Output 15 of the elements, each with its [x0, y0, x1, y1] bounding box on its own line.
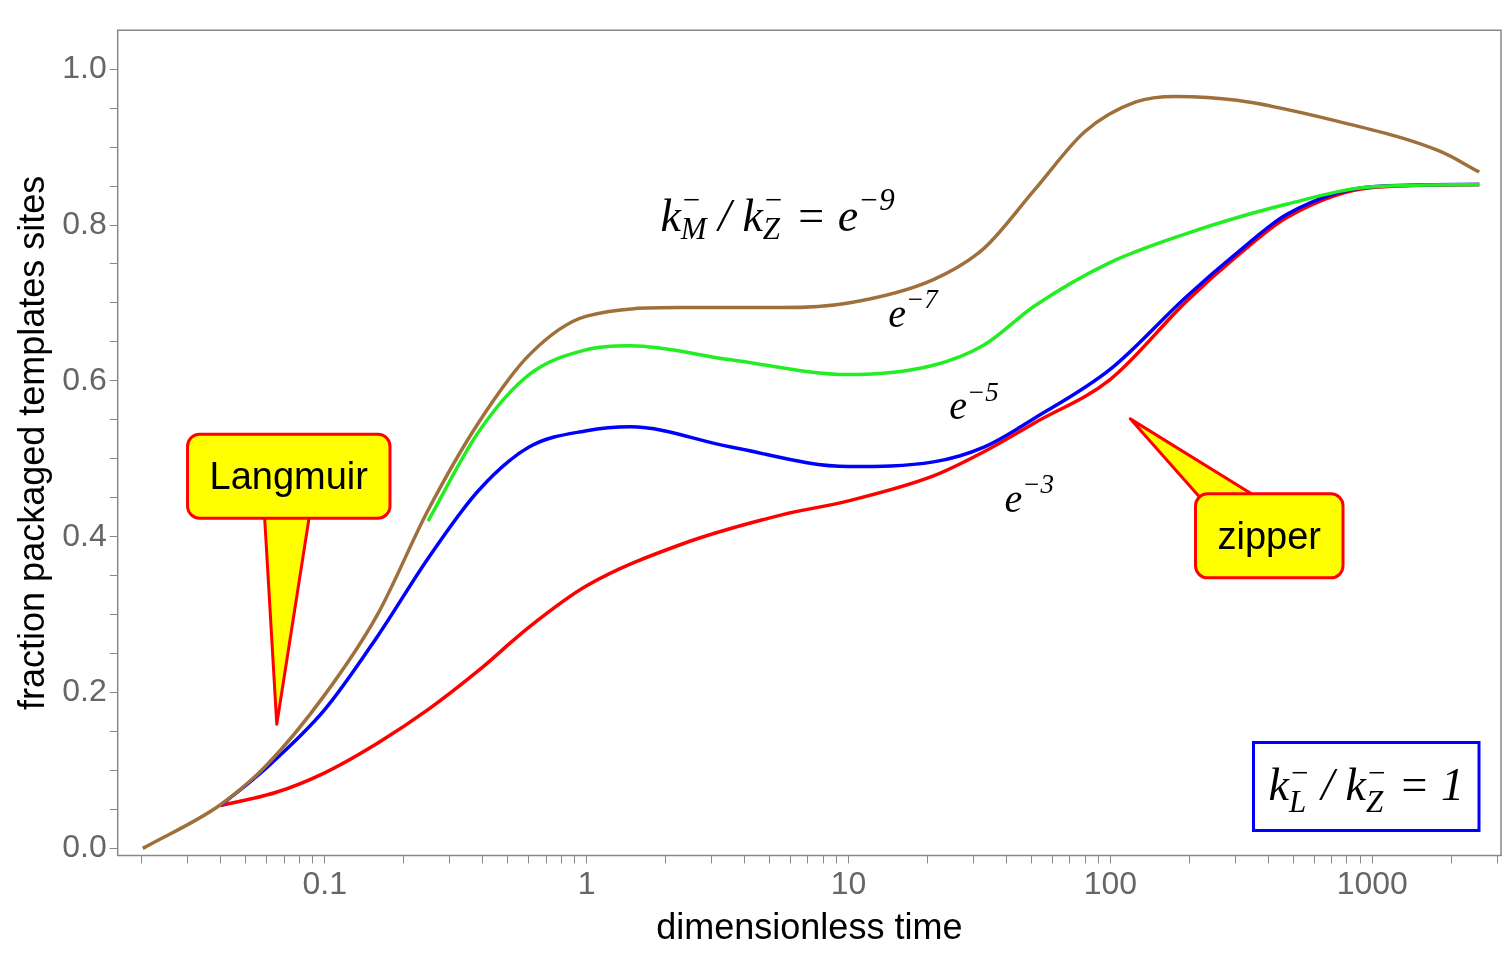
y-tick-label: 0.8: [62, 204, 107, 241]
x-axis-title: dimensionless time: [656, 906, 963, 948]
x-tick-label: 1: [577, 865, 596, 902]
annotation: Langmuir: [209, 455, 369, 498]
x-tick-label: 0.1: [302, 865, 347, 902]
y-tick-label: 0.4: [62, 516, 107, 553]
y-tick-label: 1.0: [62, 48, 107, 85]
x-tick-label: 100: [1083, 865, 1138, 902]
annotation: zipper: [1217, 514, 1322, 557]
x-tick-label: 1000: [1336, 865, 1408, 902]
y-tick-label: 0.6: [62, 360, 107, 397]
y-tick-label: 0.2: [62, 672, 107, 709]
y-tick-label: 0.0: [62, 828, 107, 865]
y-axis-title: fraction packaged templates sites: [10, 175, 52, 710]
x-tick-label: 10: [830, 865, 867, 902]
